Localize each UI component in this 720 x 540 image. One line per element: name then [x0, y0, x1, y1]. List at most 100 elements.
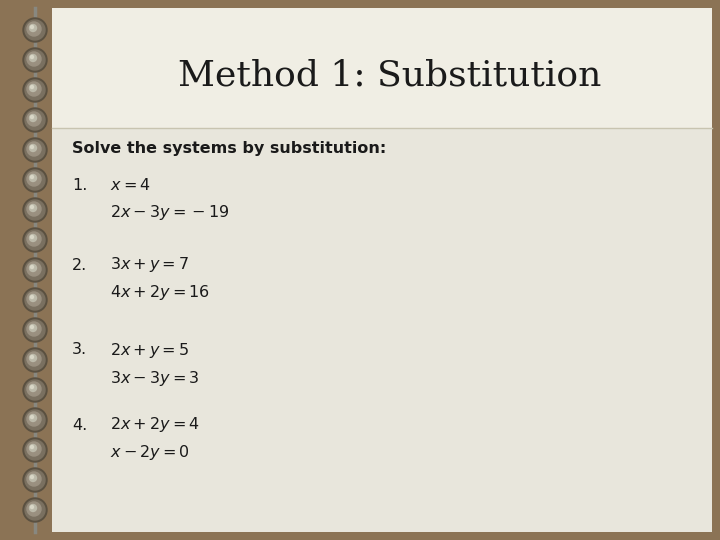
Circle shape: [25, 50, 45, 70]
Text: 2.: 2.: [72, 258, 87, 273]
Circle shape: [23, 168, 47, 192]
Text: Solve the systems by substitution:: Solve the systems by substitution:: [72, 140, 386, 156]
Text: 4.: 4.: [72, 417, 87, 433]
Circle shape: [27, 22, 41, 36]
Circle shape: [30, 176, 34, 179]
Text: $4x + 2y = 16$: $4x + 2y = 16$: [110, 284, 210, 302]
Circle shape: [30, 205, 37, 212]
Circle shape: [27, 52, 41, 66]
Circle shape: [25, 320, 45, 340]
Circle shape: [30, 325, 37, 332]
Circle shape: [23, 78, 47, 102]
Circle shape: [30, 475, 37, 482]
Circle shape: [30, 446, 34, 449]
Circle shape: [25, 500, 45, 520]
Circle shape: [23, 288, 47, 312]
Circle shape: [23, 18, 47, 42]
Circle shape: [25, 200, 45, 220]
Text: $2x + 2y = 4$: $2x + 2y = 4$: [110, 415, 199, 435]
Circle shape: [23, 408, 47, 432]
Circle shape: [25, 230, 45, 250]
Circle shape: [30, 235, 34, 239]
Circle shape: [30, 206, 34, 208]
Circle shape: [30, 114, 37, 122]
Text: $3x + y = 7$: $3x + y = 7$: [110, 255, 189, 274]
Circle shape: [27, 292, 41, 306]
Circle shape: [27, 472, 41, 486]
Circle shape: [25, 260, 45, 280]
Circle shape: [25, 20, 45, 40]
Circle shape: [23, 108, 47, 132]
Circle shape: [23, 258, 47, 282]
Circle shape: [23, 378, 47, 402]
FancyBboxPatch shape: [52, 8, 712, 128]
Text: $x - 2y = 0$: $x - 2y = 0$: [110, 443, 190, 462]
Circle shape: [30, 444, 37, 451]
Circle shape: [27, 442, 41, 456]
Circle shape: [25, 470, 45, 490]
Circle shape: [30, 415, 34, 418]
Text: $2x - 3y = -19$: $2x - 3y = -19$: [110, 204, 230, 222]
Circle shape: [27, 142, 41, 156]
Text: $2x + y = 5$: $2x + y = 5$: [110, 341, 189, 360]
Circle shape: [25, 290, 45, 310]
Circle shape: [30, 504, 37, 511]
Circle shape: [30, 386, 34, 388]
Circle shape: [25, 350, 45, 370]
Circle shape: [25, 170, 45, 190]
Circle shape: [27, 502, 41, 516]
Circle shape: [30, 415, 37, 422]
Circle shape: [25, 380, 45, 400]
Circle shape: [27, 322, 41, 336]
Circle shape: [23, 438, 47, 462]
Circle shape: [30, 295, 34, 299]
Circle shape: [27, 232, 41, 246]
Circle shape: [30, 85, 34, 89]
Circle shape: [30, 265, 37, 272]
Circle shape: [25, 80, 45, 100]
Circle shape: [30, 326, 34, 328]
Circle shape: [30, 24, 37, 31]
Circle shape: [27, 82, 41, 96]
Circle shape: [23, 348, 47, 372]
Circle shape: [25, 410, 45, 430]
Circle shape: [25, 440, 45, 460]
Circle shape: [30, 476, 34, 478]
Circle shape: [25, 140, 45, 160]
Circle shape: [30, 355, 34, 359]
Circle shape: [30, 294, 37, 301]
Circle shape: [27, 382, 41, 396]
FancyBboxPatch shape: [52, 8, 712, 532]
Circle shape: [30, 234, 37, 241]
Circle shape: [23, 468, 47, 492]
Circle shape: [23, 48, 47, 72]
Circle shape: [30, 55, 37, 62]
Circle shape: [27, 412, 41, 426]
Text: $3x - 3y = 3$: $3x - 3y = 3$: [110, 368, 199, 388]
Circle shape: [30, 116, 34, 118]
Circle shape: [23, 318, 47, 342]
Circle shape: [30, 25, 34, 29]
Circle shape: [23, 498, 47, 522]
Circle shape: [30, 145, 34, 149]
Circle shape: [30, 384, 37, 391]
Text: 3.: 3.: [72, 342, 87, 357]
Circle shape: [30, 505, 34, 509]
Circle shape: [27, 202, 41, 216]
Circle shape: [30, 145, 37, 152]
Circle shape: [25, 110, 45, 130]
Circle shape: [23, 138, 47, 162]
Circle shape: [30, 266, 34, 268]
Circle shape: [30, 56, 34, 58]
Text: Method 1: Substitution: Method 1: Substitution: [179, 58, 602, 92]
Circle shape: [30, 84, 37, 91]
Circle shape: [27, 262, 41, 276]
Circle shape: [30, 354, 37, 361]
Circle shape: [23, 198, 47, 222]
Circle shape: [27, 352, 41, 366]
Circle shape: [23, 228, 47, 252]
Text: 1.: 1.: [72, 178, 87, 192]
Circle shape: [27, 172, 41, 186]
Circle shape: [27, 112, 41, 126]
Circle shape: [30, 174, 37, 181]
